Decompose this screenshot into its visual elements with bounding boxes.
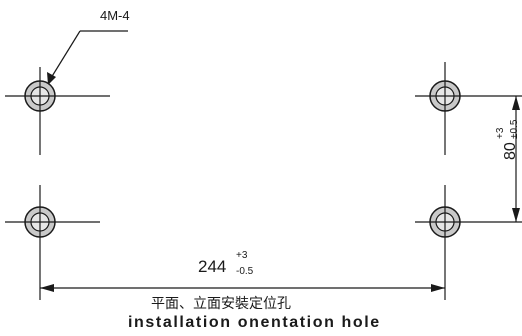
dimension-line-horizontal bbox=[40, 284, 445, 292]
dimension-width-tolerance-lower: -0.5 bbox=[236, 266, 254, 277]
hole-bottom-right bbox=[415, 185, 522, 300]
dimension-height-tolerance-lower: ±0.5 bbox=[509, 119, 520, 139]
hole-top-right bbox=[415, 62, 522, 155]
dimension-width-value: 244 bbox=[198, 257, 227, 276]
caption-chinese: 平面、立面安裝定位孔 bbox=[151, 296, 291, 312]
hole-bottom-left bbox=[5, 185, 100, 300]
dimension-height-value: 80 bbox=[502, 142, 519, 160]
callout-arrowhead bbox=[47, 72, 56, 85]
dimension-line-vertical bbox=[512, 96, 520, 222]
dimension-width-tolerance-upper: +3 bbox=[236, 250, 248, 261]
hole-top-left bbox=[5, 67, 110, 155]
callout-leader bbox=[47, 30, 128, 85]
caption-english: installation onentation hole bbox=[128, 314, 381, 331]
callout-label: 4M-4 bbox=[100, 8, 130, 23]
dimension-height-label: 80 +3 ±0.5 bbox=[490, 114, 522, 160]
dimension-height-tolerance-upper: +3 bbox=[495, 127, 506, 139]
